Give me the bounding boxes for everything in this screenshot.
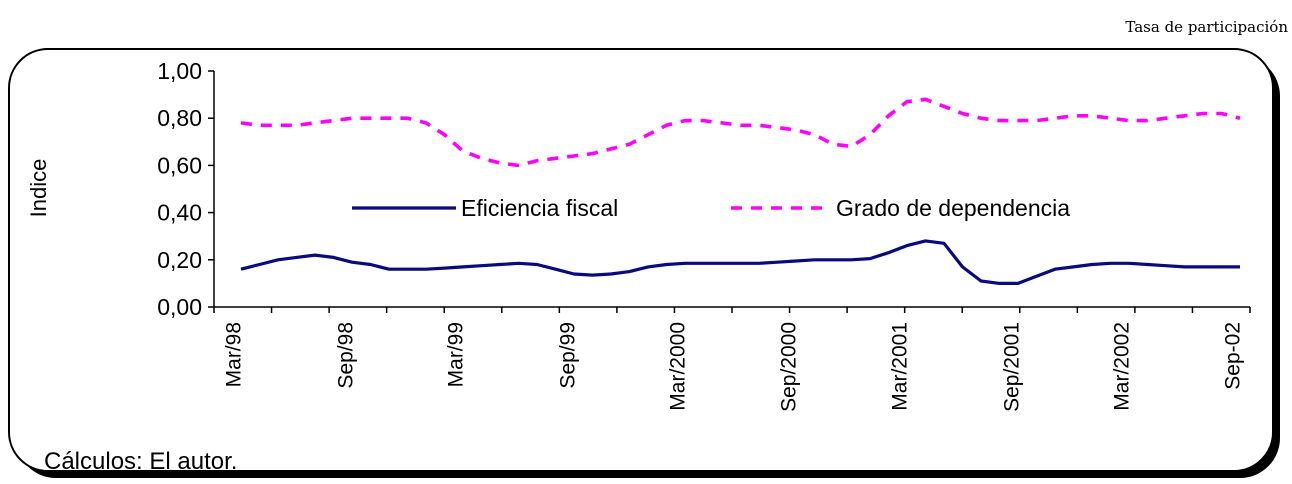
y-tick-label: 0,60 bbox=[157, 152, 202, 178]
series-line-1 bbox=[240, 239, 1240, 285]
y-tick-label: 1,00 bbox=[157, 58, 202, 84]
legend-label-series-2: Grado de dependencia bbox=[836, 195, 1070, 221]
footer-note: Cálculos: El autor. bbox=[44, 448, 238, 475]
y-tick-label: 0,20 bbox=[157, 247, 202, 273]
x-tick-label: Mar/99 bbox=[444, 322, 467, 387]
x-tick-label: Sep/98 bbox=[334, 322, 357, 389]
series-lines bbox=[240, 97, 1241, 285]
header-note: Tasa de participación bbox=[1125, 18, 1288, 36]
x-tick-label: Sep/2001 bbox=[1000, 322, 1023, 412]
x-tick-label: Mar/2002 bbox=[1110, 322, 1133, 411]
axes bbox=[208, 70, 1251, 313]
y-tick-label: 0,80 bbox=[157, 105, 202, 131]
y-tick-labels: 0,00 0,20 0,40 0,60 0,80 1,00 bbox=[157, 58, 202, 320]
legend: Eficiencia fiscal Grado de dependencia bbox=[352, 195, 1070, 221]
x-tick-label: Mar/2000 bbox=[666, 322, 689, 411]
legend-label-series-1: Eficiencia fiscal bbox=[461, 195, 618, 221]
y-tick-label: 0,00 bbox=[157, 294, 202, 320]
x-tick-label: Sep/2000 bbox=[777, 322, 800, 412]
x-tick-label: Sep-02 bbox=[1221, 322, 1244, 390]
y-tick-label: 0,40 bbox=[157, 200, 202, 226]
x-tick-label: Mar/2001 bbox=[888, 322, 911, 411]
series-line-2 bbox=[240, 97, 1241, 168]
x-tick-label: Mar/98 bbox=[222, 322, 245, 387]
x-tick-label: Sep/99 bbox=[556, 322, 579, 389]
x-tick-labels: Mar/98 Sep/98 Mar/99 Sep/99 Mar/2000 Sep/2000… bbox=[222, 322, 1244, 412]
y-axis-label: Indice bbox=[26, 159, 51, 218]
